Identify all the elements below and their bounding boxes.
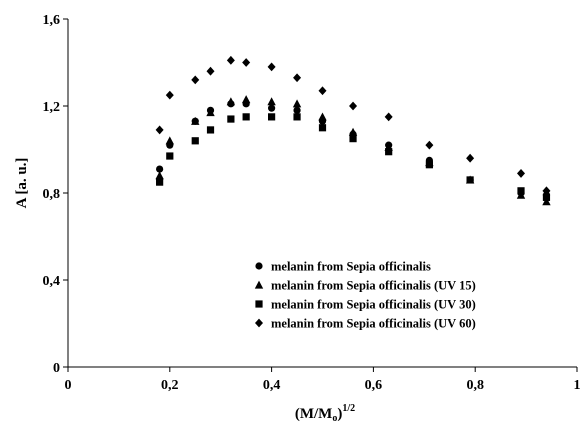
x-axis-ticks: 0 0,2 0,4 0,6 0,8 1 — [65, 367, 581, 393]
y-tick-label: 1,2 — [43, 100, 61, 115]
diamond-data-point — [242, 58, 251, 67]
square-data-point — [242, 113, 250, 121]
diamond-data-point — [206, 66, 215, 76]
square-data-point — [385, 148, 393, 156]
diamond-data-point — [384, 112, 393, 122]
square-data-point — [191, 137, 199, 145]
square-data-point — [227, 115, 235, 123]
triangle-data-point — [542, 197, 551, 206]
legend-entry-label: melanin from Sepia officinalis (UV 60) — [271, 317, 476, 331]
legend-circle-icon — [255, 262, 263, 270]
x-axis-title: (M/Mo)1/2 — [295, 403, 355, 423]
diamond-data-point — [155, 125, 164, 135]
diamond-data-point — [226, 55, 235, 65]
legend-diamond-icon — [255, 318, 263, 328]
diamond-data-point — [542, 186, 551, 196]
triangle-data-point — [206, 108, 215, 117]
diamond-data-point — [349, 101, 358, 111]
triangle-data-point — [516, 190, 526, 199]
x-tick-label: 0 — [65, 378, 72, 393]
diamond-data-point — [293, 73, 302, 83]
y-axis-ticks: 0 0,4 0,8 1,2 1,6 — [43, 13, 68, 376]
legend-triangle-icon — [254, 280, 264, 289]
legend-entry-label: melanin from Sepia officinalis — [271, 260, 431, 274]
diamond-data-point — [191, 75, 200, 85]
square-data-point — [318, 124, 327, 132]
plot-area — [67, 19, 577, 368]
diamond-data-point — [165, 90, 174, 100]
triangle-data-point — [292, 99, 302, 108]
x-tick-label: 0,6 — [365, 378, 383, 393]
triangle-data-point — [191, 116, 200, 125]
x-tick-label: 0,2 — [161, 378, 179, 393]
square-data-point — [425, 161, 433, 169]
legend-entry-label: melanin from Sepia officinalis (UV 30) — [271, 298, 476, 312]
diamond-data-point — [466, 153, 475, 163]
triangle-data-point — [241, 95, 251, 104]
triangle-data-point — [348, 127, 358, 136]
y-tick-label: 0 — [53, 361, 60, 376]
x-axis-title-main: (M/M — [295, 406, 332, 422]
y-tick-label: 0,4 — [43, 274, 61, 289]
square-data-point — [156, 178, 164, 186]
square-data-point — [293, 113, 301, 121]
x-tick-label: 1 — [574, 378, 581, 393]
data-points — [155, 55, 551, 206]
square-data-point — [166, 152, 174, 160]
x-tick-label: 0,8 — [466, 378, 484, 393]
triangle-data-point — [267, 97, 276, 106]
x-tick-label: 0,4 — [263, 378, 281, 393]
square-data-point — [349, 135, 357, 143]
square-data-point — [268, 113, 276, 121]
legend-entry-label: melanin from Sepia officinalis (UV 15) — [271, 279, 476, 293]
y-tick-label: 0,8 — [43, 187, 61, 202]
y-tick-label: 1,6 — [43, 13, 61, 28]
y-axis-title: A [a. u.] — [14, 158, 30, 209]
circle-data-point — [268, 104, 276, 112]
x-axis-title-close: ) — [337, 406, 342, 422]
square-data-point — [466, 176, 474, 184]
triangle-data-point — [226, 97, 236, 106]
circle-data-point — [156, 165, 164, 173]
square-data-point — [542, 193, 551, 201]
diamond-data-point — [517, 169, 526, 178]
circle-data-point — [293, 106, 301, 114]
square-data-point — [206, 126, 215, 134]
triangle-data-point — [165, 136, 174, 145]
triangle-data-point — [155, 171, 164, 180]
x-axis-title-sup: 1/2 — [342, 403, 355, 414]
diamond-data-point — [318, 86, 327, 96]
square-data-point — [517, 187, 525, 195]
x-axis-title-sub: o — [332, 413, 337, 423]
diamond-data-point — [267, 62, 276, 72]
triangle-data-point — [318, 112, 327, 121]
legend-square-icon — [255, 300, 263, 308]
diamond-data-point — [425, 140, 434, 150]
legend: melanin from Sepia officinalis melanin fr… — [254, 260, 476, 331]
